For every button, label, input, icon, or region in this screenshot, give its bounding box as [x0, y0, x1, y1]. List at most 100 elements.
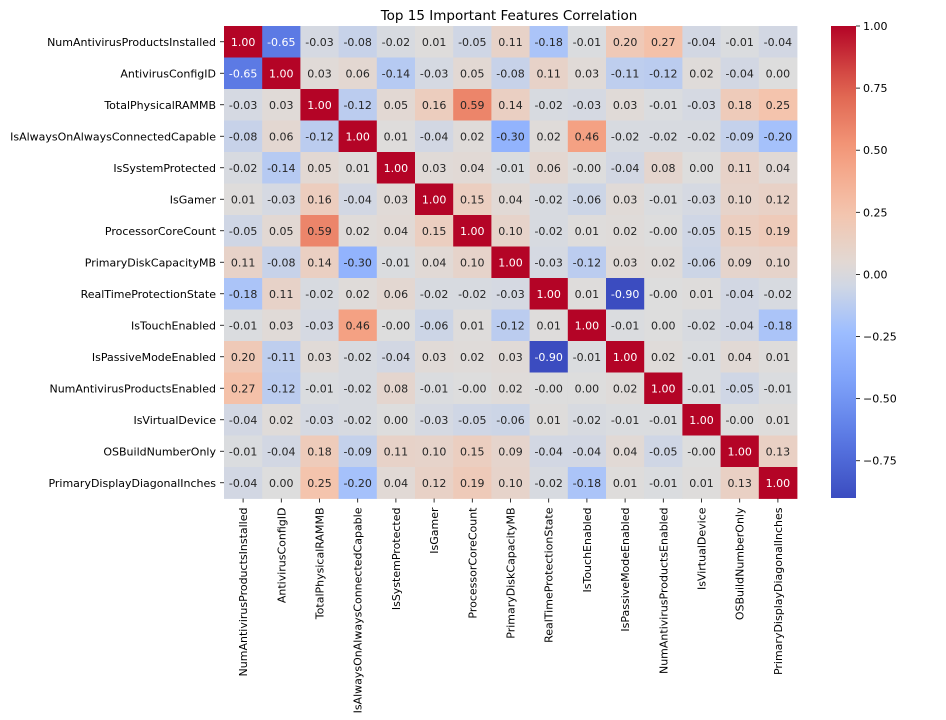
cell-value-label: 0.18: [727, 99, 752, 112]
x-tick-label: IsVirtualDevice: [696, 507, 709, 590]
x-tick-label: NumAntivirusProductsInstalled: [237, 508, 250, 677]
heatmap-cell: [300, 215, 339, 247]
cell-value-label: 1.00: [384, 162, 409, 175]
heatmap-cells: 1.00 -0.65 -0.03 -0.08 -0.02 0.01 -0.05 0.11 -0.…: [224, 26, 798, 499]
cell-value-label: -0.04: [229, 414, 257, 427]
colorbar: 1.00 0.75 0.50 0.25 0.00 −0.25 −0.50 −0.75: [831, 20, 897, 498]
heatmap-cell: [606, 404, 645, 436]
cell-value-label: -0.01: [305, 382, 333, 395]
cell-value-label: 1.00: [307, 99, 332, 112]
cell-value-label: -0.02: [534, 477, 562, 490]
heatmap-cell: [644, 278, 683, 310]
cell-value-label: -0.02: [343, 351, 371, 364]
y-tick-label: RealTimeProtectionState: [81, 288, 217, 301]
heatmap-cell: [720, 89, 760, 121]
cell-value-label: -0.02: [458, 288, 486, 301]
x-tick-label: PrimaryDiskCapacityMB: [505, 508, 518, 639]
cell-value-label: -0.04: [573, 445, 601, 458]
cell-value-label: 0.02: [651, 256, 676, 269]
cell-value-label: -0.08: [267, 256, 295, 269]
heatmap-cell: [491, 26, 530, 58]
heatmap-cell: [606, 278, 645, 310]
cell-value-label: -0.12: [305, 130, 333, 143]
heatmap-cell: [376, 467, 416, 499]
cell-value-label: -0.06: [496, 414, 524, 427]
cell-value-label: 0.02: [460, 130, 485, 143]
heatmap-cell: [224, 467, 263, 499]
y-tick-label: OSBuildNumberOnly: [103, 445, 216, 458]
cell-value-label: -0.02: [382, 36, 410, 49]
heatmap-cell: [491, 372, 530, 405]
heatmap-cell: [720, 309, 760, 342]
heatmap-cell: [720, 120, 760, 153]
heatmap-cell: [529, 26, 569, 58]
cell-value-label: 0.01: [575, 225, 600, 238]
cell-value-label: -0.02: [573, 414, 601, 427]
cell-value-label: 0.19: [460, 477, 485, 490]
heatmap-cell: [224, 120, 263, 153]
cell-value-label: 1.00: [766, 477, 791, 490]
cell-value-label: -0.65: [267, 36, 295, 49]
cell-value-label: 0.01: [766, 351, 791, 364]
heatmap-cell: [491, 183, 530, 216]
heatmap-cell: [300, 246, 339, 279]
heatmap-cell: [338, 120, 378, 153]
cell-value-label: -0.18: [573, 477, 601, 490]
heatmap-cell: [338, 152, 378, 184]
cell-value-label: -0.02: [343, 414, 371, 427]
y-tick-label: IsSystemProtected: [113, 162, 216, 175]
cell-value-label: -0.90: [534, 351, 562, 364]
y-tick-label: TotalPhysicalRAMMB: [103, 99, 216, 112]
heatmap-cell: [758, 404, 798, 436]
x-tick-label: AntivirusConfigID: [275, 508, 288, 604]
cell-value-label: 0.10: [422, 445, 447, 458]
cell-value-label: 0.02: [651, 351, 676, 364]
cell-value-label: 0.10: [498, 225, 523, 238]
cell-value-label: 0.03: [307, 351, 332, 364]
heatmap-cell: [453, 215, 492, 247]
heatmap-cell: [720, 372, 760, 405]
cell-value-label: 0.25: [307, 477, 332, 490]
heatmap-cell: [758, 341, 798, 373]
cell-value-label: -0.00: [573, 162, 601, 175]
cell-value-label: 0.15: [460, 445, 485, 458]
cell-value-label: -0.03: [305, 319, 333, 332]
heatmap-cell: [682, 309, 721, 342]
heatmap-cell: [758, 120, 798, 153]
heatmap-cell: [682, 57, 721, 90]
x-tick-label: IsGamer: [428, 507, 441, 554]
cell-value-label: -0.01: [649, 99, 677, 112]
heatmap-cell: [453, 435, 492, 468]
heatmap-cell: [338, 435, 378, 468]
heatmap-cell: [644, 372, 683, 405]
cell-value-label: 0.04: [613, 445, 638, 458]
y-tick-label: IsGamer: [170, 193, 217, 206]
heatmap-cell: [224, 183, 263, 216]
colorbar-tick-label: −0.50: [863, 393, 897, 406]
x-tick-label: IsTouchEnabled: [581, 508, 594, 593]
heatmap-cell: [415, 26, 454, 58]
heatmap-cell: [758, 57, 798, 90]
cell-value-label: 0.20: [613, 36, 638, 49]
cell-value-label: 0.59: [460, 99, 485, 112]
cell-value-label: -0.05: [458, 36, 486, 49]
cell-value-label: -0.01: [229, 319, 257, 332]
cell-value-label: -0.02: [649, 130, 677, 143]
heatmap-cell: [338, 215, 378, 247]
cell-value-label: -0.06: [420, 319, 448, 332]
heatmap-cell: [567, 152, 607, 184]
cell-value-label: -0.04: [764, 36, 792, 49]
cell-value-label: -0.02: [611, 130, 639, 143]
heatmap-cell: [644, 435, 683, 468]
heatmap-cell: [262, 26, 301, 58]
cell-value-label: 0.06: [384, 288, 409, 301]
cell-value-label: -0.02: [420, 288, 448, 301]
cell-value-label: -0.01: [420, 382, 448, 395]
colorbar-tick-label: 0.00: [863, 268, 888, 281]
cell-value-label: 1.00: [460, 225, 485, 238]
cell-value-label: 0.02: [613, 382, 638, 395]
heatmap-cell: [491, 215, 530, 247]
cell-value-label: -0.30: [496, 130, 524, 143]
